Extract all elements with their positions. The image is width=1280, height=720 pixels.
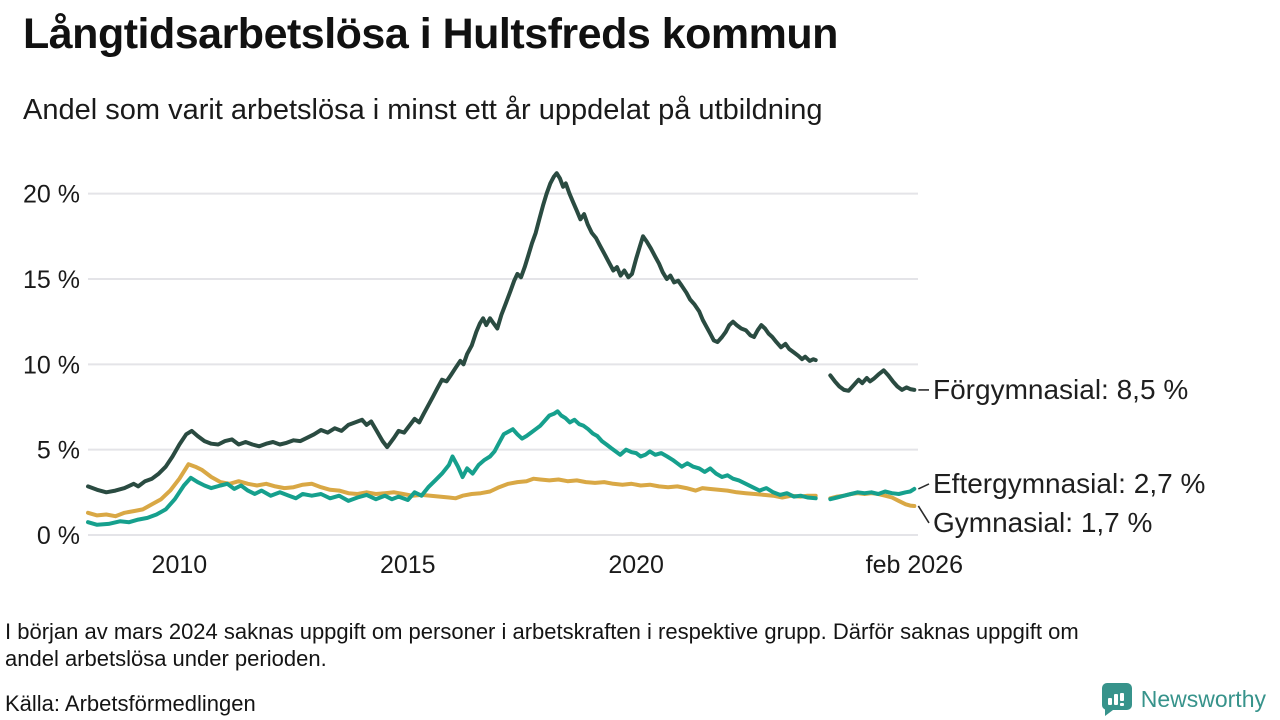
y-tick-label-10: 10 % xyxy=(23,351,80,379)
series-line-eftergymnasial-1 xyxy=(86,409,818,527)
bar-chart-bubble-icon xyxy=(1101,683,1132,716)
series-line-f-rgymnasial-1 xyxy=(86,171,818,495)
page-title: Långtidsarbetslösa i Hultsfreds kommun xyxy=(23,10,838,58)
series-line-eftergymnasial-2 xyxy=(828,486,917,502)
footnote-line-1: I början av mars 2024 saknas uppgift om … xyxy=(5,619,1079,644)
chart-svg: 0 % 5 % 10 % 15 % 20 % 2010 2015 2020 feb 2026 Gy… xyxy=(23,171,1205,579)
footnote-line-2: andel arbetslösa under perioden. xyxy=(5,646,327,671)
chart-footnote: I början av mars 2024 saknas uppgift om … xyxy=(5,618,1255,672)
series-line-f-rgymnasial-2 xyxy=(828,368,917,393)
y-tick-label-20: 20 % xyxy=(23,181,80,209)
brand-name: Newsworthy xyxy=(1140,685,1266,712)
series-line-gymnasial-1 xyxy=(86,462,818,519)
y-tick-label-15: 15 % xyxy=(23,266,80,294)
x-tick-label-2020: 2020 xyxy=(608,551,664,579)
x-tick-label-2015: 2015 xyxy=(380,551,436,579)
series-end-label-eftergymnasial: Eftergymnasial: 2,7 % xyxy=(933,468,1205,499)
label-connector-eftergymnasial xyxy=(918,483,930,490)
page-subtitle: Andel som varit arbetslösa i minst ett å… xyxy=(23,94,823,126)
series-end-label-f-rgymnasial: Förgymnasial: 8,5 % xyxy=(933,374,1188,405)
label-connector-gymnasial xyxy=(917,505,930,524)
y-tick-label-5: 5 % xyxy=(37,437,80,465)
series-end-label-gymnasial: Gymnasial: 1,7 % xyxy=(933,507,1152,538)
x-tick-label-2010: 2010 xyxy=(152,551,208,579)
line-chart: 0 % 5 % 10 % 15 % 20 % 2010 2015 2020 feb 2026 Gy… xyxy=(0,150,1280,600)
x-tick-label-feb-2026: feb 2026 xyxy=(866,551,963,579)
newsworthy-logo: Newsworthy xyxy=(1099,682,1266,716)
y-tick-label-0: 0 % xyxy=(37,522,80,550)
source-label: Källa: Arbetsförmedlingen xyxy=(5,691,256,716)
